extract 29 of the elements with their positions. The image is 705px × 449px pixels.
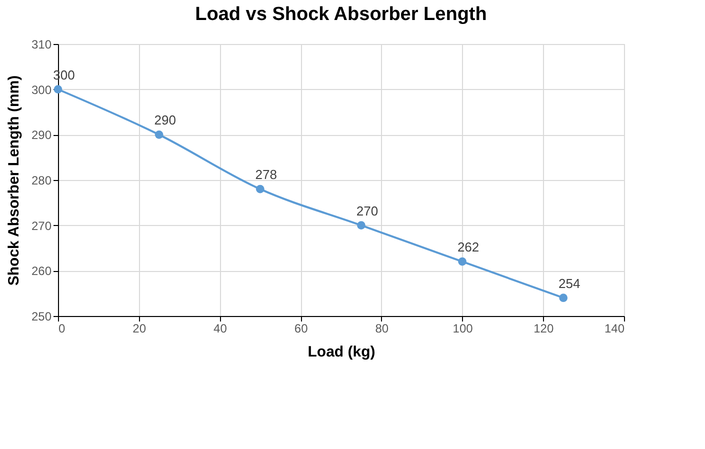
x-tick-label: 120 [534, 322, 554, 336]
y-tick-label: 290 [31, 128, 52, 142]
y-tick-label: 270 [31, 218, 52, 233]
point [154, 130, 164, 139]
data-label: 254 [558, 276, 580, 291]
point [458, 257, 466, 266]
y-tick-label: 250 [31, 310, 52, 324]
data-label: 290 [154, 112, 176, 128]
point [54, 85, 62, 94]
point [357, 221, 366, 230]
point [256, 184, 264, 194]
data-label: 270 [356, 203, 378, 218]
data-label: 278 [255, 167, 277, 182]
y-tick-label: 260 [31, 264, 52, 278]
x-tick-label: 140 [604, 322, 625, 336]
y-axis-title: Shock Absorber Length (mm) [5, 75, 22, 286]
point [559, 294, 568, 302]
y-tick-label: 280 [31, 174, 52, 188]
x-axis-title: Load (kg) [308, 344, 376, 360]
x-tick-label: 80 [375, 322, 389, 336]
x-tick-label: 0 [58, 322, 66, 336]
x-tick-label: 100 [452, 322, 474, 336]
data-label: 262 [457, 240, 480, 255]
x-tick-label: 20 [132, 322, 146, 336]
x-tick-label: 60 [294, 322, 308, 336]
y-tick-label: 310 [31, 38, 52, 52]
x-tick-label: 40 [214, 322, 228, 336]
y-tick-label: 300 [31, 82, 52, 97]
chart-title: Load vs Shock Absorber Length [195, 4, 487, 25]
